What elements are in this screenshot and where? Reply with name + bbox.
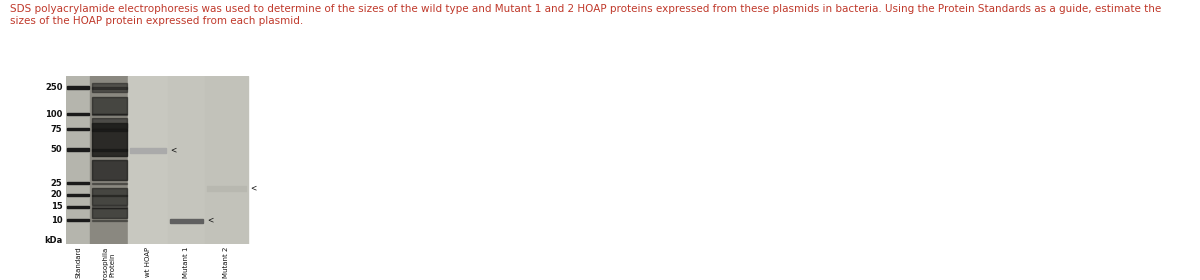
Text: wt HOAP: wt HOAP [145,246,151,277]
Bar [67,194,89,196]
Bar [91,160,127,180]
Text: 25: 25 [50,179,62,188]
Text: 250: 250 [44,83,62,92]
Bar [91,129,127,130]
Text: 50: 50 [50,145,62,154]
Text: 15: 15 [50,202,62,211]
Bar [90,76,128,244]
Bar [128,76,168,244]
Text: Mutant 1: Mutant 1 [184,246,190,278]
Bar [67,148,89,151]
Bar [131,148,166,153]
Bar [168,76,205,244]
Text: <: < [206,216,214,225]
Bar [205,76,248,244]
Bar [91,123,127,156]
Bar [67,86,89,89]
Text: Drosophila
Protein: Drosophila Protein [103,246,115,280]
Bar [91,188,127,205]
Bar [66,76,90,244]
Bar [67,128,89,130]
Text: Mutant 2: Mutant 2 [223,246,229,278]
Bar [91,220,127,221]
Bar [170,219,203,223]
Bar [91,83,127,92]
Bar [67,206,89,208]
Bar [67,113,89,115]
Bar [91,87,127,88]
Text: 10: 10 [50,216,62,225]
Text: <: < [170,145,176,154]
Text: 75: 75 [50,125,62,134]
Text: kDa: kDa [44,236,62,245]
Bar [91,208,127,218]
Bar [91,183,127,184]
Text: 100: 100 [46,110,62,119]
Bar [67,219,89,221]
Bar [91,114,127,115]
Bar [91,118,127,128]
Bar [91,97,127,114]
Text: SDS polyacrylamide electrophoresis was used to determine of the sizes of the wil: SDS polyacrylamide electrophoresis was u… [10,4,1160,26]
Bar [91,149,127,151]
Bar [91,195,127,196]
Bar [67,182,89,184]
Bar [206,186,246,191]
Text: Standard: Standard [76,246,82,278]
Text: <: < [251,184,257,193]
Text: 20: 20 [50,190,62,199]
Bar [91,206,127,208]
